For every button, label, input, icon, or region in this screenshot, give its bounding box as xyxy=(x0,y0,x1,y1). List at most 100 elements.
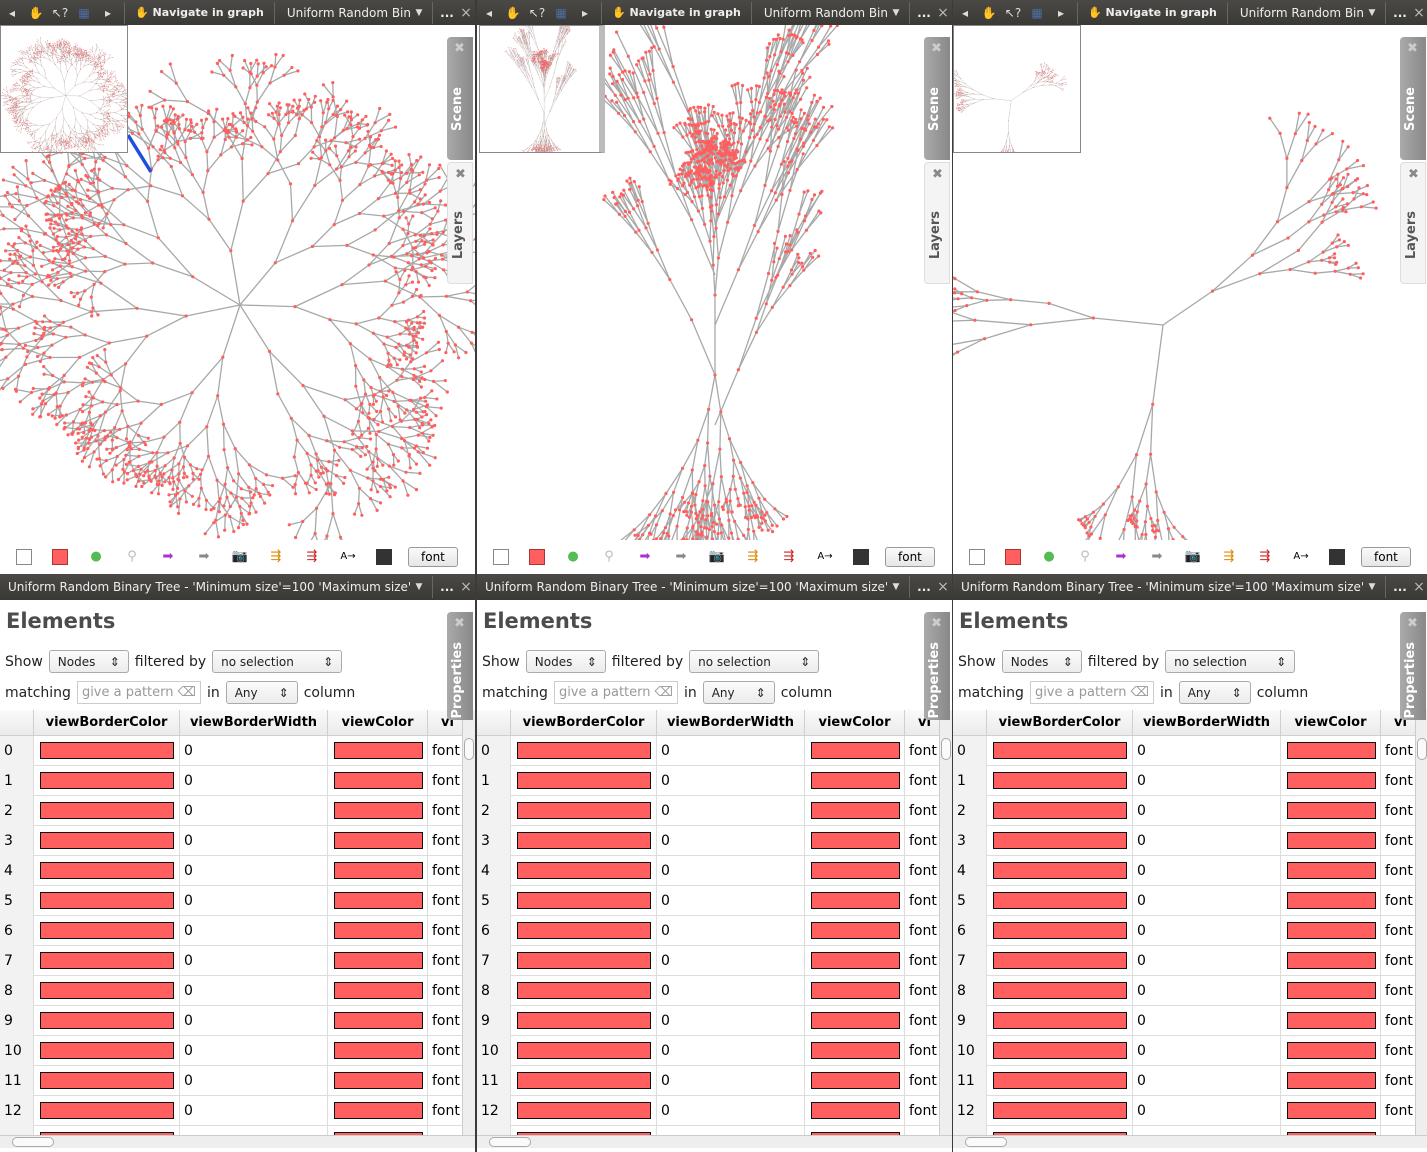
table-row[interactable]: 6 0 font xyxy=(0,916,462,946)
border-color-cell[interactable] xyxy=(987,736,1133,766)
color-cell[interactable] xyxy=(328,736,428,766)
node-color-icon[interactable] xyxy=(519,545,555,569)
node-to-edge-color-icon[interactable]: ⇶ xyxy=(294,545,330,569)
border-color-cell[interactable] xyxy=(34,1096,180,1126)
hand-icon[interactable]: ✋ xyxy=(28,5,44,20)
border-color-cell[interactable] xyxy=(34,916,180,946)
border-width-cell[interactable]: 0 xyxy=(1133,766,1281,796)
clear-icon[interactable]: ⌫ xyxy=(177,685,196,700)
border-width-cell[interactable]: 0 xyxy=(180,826,328,856)
font-cell[interactable]: font xyxy=(1385,1073,1413,1089)
border-width-cell[interactable]: 0 xyxy=(657,886,805,916)
color-cell[interactable] xyxy=(805,766,905,796)
edge-color-arrow-icon[interactable]: ➡ xyxy=(627,545,663,569)
elements-table[interactable]: viewBorderColor viewBorderWidth viewColor v… xyxy=(477,710,939,1135)
more-options-button[interactable]: ... xyxy=(440,580,454,594)
border-width-cell[interactable]: 0 xyxy=(1133,916,1281,946)
graph-canvas[interactable] xyxy=(477,25,952,540)
whats-this-icon[interactable]: ↖? xyxy=(1004,5,1022,20)
layers-tab[interactable]: ✖ Layers xyxy=(447,162,473,284)
border-width-cell[interactable]: 0 xyxy=(657,916,805,946)
more-options-button[interactable]: ... xyxy=(1393,5,1407,20)
color-cell[interactable] xyxy=(805,1036,905,1066)
close-icon[interactable]: ✖ xyxy=(1407,616,1418,631)
color-cell[interactable] xyxy=(1281,736,1381,766)
font-cell[interactable]: font xyxy=(1385,1103,1413,1119)
color-cell[interactable] xyxy=(328,1036,428,1066)
edge-to-node-color-icon[interactable]: ⇶ xyxy=(258,545,294,569)
interactor-mode[interactable]: ✋ Navigate in graph xyxy=(1082,6,1223,19)
color-mapping-icon[interactable]: ● xyxy=(78,545,114,569)
edge-to-node-color-icon[interactable]: ⇶ xyxy=(1211,545,1247,569)
font-cell[interactable]: font xyxy=(432,1043,460,1059)
table-row[interactable]: 5 0 font xyxy=(477,886,939,916)
table-row[interactable]: 2 0 font xyxy=(477,796,939,826)
overview-minimap[interactable] xyxy=(0,25,128,153)
pattern-input[interactable]: give a pattern ⌫ xyxy=(553,681,678,704)
color-cell[interactable] xyxy=(1281,1036,1381,1066)
close-icon[interactable]: × xyxy=(460,4,472,21)
table-row[interactable]: 6 0 font xyxy=(477,916,939,946)
border-width-cell[interactable]: 0 xyxy=(657,736,805,766)
scene-tab[interactable]: ✖ Scene xyxy=(1400,37,1426,160)
color-cell[interactable] xyxy=(1281,1126,1381,1135)
node-to-edge-color-icon[interactable]: ⇶ xyxy=(1247,545,1283,569)
chevron-down-icon[interactable]: ▼ xyxy=(892,7,900,18)
color-cell[interactable] xyxy=(805,886,905,916)
horizontal-scrollbar[interactable] xyxy=(477,1135,952,1148)
table-row[interactable] xyxy=(953,1126,1415,1135)
font-cell[interactable]: font xyxy=(1385,923,1413,939)
font-cell[interactable]: font xyxy=(1385,1013,1413,1029)
prev-arrow-icon[interactable]: ◂ xyxy=(8,5,16,20)
graph-canvas[interactable] xyxy=(0,25,475,540)
border-color-cell[interactable] xyxy=(987,1126,1133,1135)
table-row[interactable]: 11 0 font xyxy=(953,1066,1415,1096)
font-cell[interactable]: font xyxy=(432,1073,460,1089)
border-color-cell[interactable] xyxy=(511,886,657,916)
color-cell[interactable] xyxy=(805,1096,905,1126)
font-cell[interactable]: font xyxy=(432,953,460,969)
font-button[interactable]: font xyxy=(408,546,458,567)
border-color-cell[interactable] xyxy=(34,1036,180,1066)
node-shape-icon[interactable]: ⚲ xyxy=(114,545,150,569)
font-button[interactable]: font xyxy=(885,546,935,567)
border-color-cell[interactable] xyxy=(987,1036,1133,1066)
border-color-cell[interactable] xyxy=(34,1126,180,1135)
border-color-cell[interactable] xyxy=(987,1096,1133,1126)
border-width-cell[interactable]: 0 xyxy=(1133,796,1281,826)
font-cell[interactable]: font xyxy=(432,803,460,819)
clear-icon[interactable]: ⌫ xyxy=(1130,685,1149,700)
table-row[interactable]: 8 0 font xyxy=(953,976,1415,1006)
font-cell[interactable]: font xyxy=(1385,743,1413,759)
more-options-button[interactable]: ... xyxy=(917,580,931,594)
font-cell[interactable]: font xyxy=(1385,773,1413,789)
color-cell[interactable] xyxy=(805,946,905,976)
more-options-button[interactable]: ... xyxy=(440,5,454,20)
prev-arrow-icon[interactable]: ◂ xyxy=(961,5,969,20)
graph-selector[interactable]: Uniform Random Binary Tree - 'Minimum si… xyxy=(485,580,887,594)
border-color-cell[interactable] xyxy=(511,856,657,886)
font-cell[interactable]: font xyxy=(432,983,460,999)
border-width-cell[interactable]: 0 xyxy=(1133,1006,1281,1036)
color-cell[interactable] xyxy=(805,826,905,856)
color-cell[interactable] xyxy=(328,1096,428,1126)
table-row[interactable]: 8 0 font xyxy=(0,976,462,1006)
layers-tab[interactable]: ✖ Layers xyxy=(1400,162,1426,284)
color-cell[interactable] xyxy=(1281,1066,1381,1096)
table-row[interactable]: 12 0 font xyxy=(477,1096,939,1126)
font-cell[interactable]: font xyxy=(1385,863,1413,879)
color-cell[interactable] xyxy=(1281,796,1381,826)
table-row[interactable]: 1 0 font xyxy=(0,766,462,796)
font-cell[interactable]: font xyxy=(432,773,460,789)
border-color-cell[interactable] xyxy=(34,886,180,916)
properties-tab[interactable]: ✖ Properties xyxy=(924,612,950,720)
border-color-cell[interactable] xyxy=(987,946,1133,976)
selection-filter-select[interactable]: no selection ⇕ xyxy=(689,650,820,673)
color-cell[interactable] xyxy=(328,1126,428,1135)
close-icon[interactable]: ✖ xyxy=(932,167,943,182)
color-cell[interactable] xyxy=(1281,916,1381,946)
scroll-thumb[interactable] xyxy=(1417,738,1427,760)
border-width-cell[interactable] xyxy=(657,1126,805,1135)
font-cell[interactable]: font xyxy=(432,863,460,879)
column-select[interactable]: Any ⇕ xyxy=(1178,681,1251,704)
